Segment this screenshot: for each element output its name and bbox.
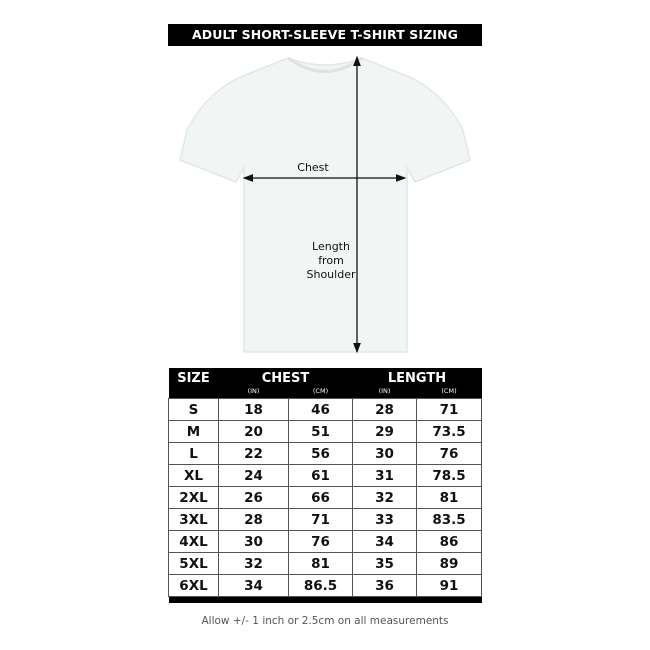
unit-blank	[168, 387, 219, 399]
size-cell: 3XL	[168, 508, 219, 531]
length-in-cell: 28	[352, 398, 417, 421]
table-row: M 20 51 29 73.5	[168, 420, 483, 443]
chest-in-cell: 24	[218, 464, 289, 487]
length-cm-cell: 89	[415, 552, 483, 575]
unit-length-in: (IN)	[352, 387, 417, 399]
length-label-line: Shoulder	[306, 268, 356, 281]
length-cm-cell: 71	[415, 398, 483, 421]
unit-chest-in: (IN)	[218, 387, 289, 399]
chest-cm-cell: 66	[288, 486, 353, 509]
chest-cm-cell: 71	[288, 508, 353, 531]
table-row: 4XL 30 76 34 86	[168, 530, 483, 553]
size-cell: XL	[168, 464, 219, 487]
table-row: 5XL 32 81 35 89	[168, 552, 483, 575]
length-in-cell: 34	[352, 530, 417, 553]
chest-cm-cell: 76	[288, 530, 353, 553]
chest-label: Chest	[297, 161, 329, 174]
length-cm-cell: 91	[415, 574, 483, 597]
chest-cm-cell: 81	[288, 552, 353, 575]
chest-in-cell: 18	[218, 398, 289, 421]
unit-row: (IN) (CM) (IN) (CM)	[168, 387, 482, 399]
length-in-cell: 30	[352, 442, 417, 465]
size-cell: 6XL	[168, 574, 219, 597]
unit-length-cm: (CM)	[416, 387, 482, 399]
tshirt-shape	[179, 57, 471, 353]
tshirt-diagram	[179, 55, 471, 354]
chest-in-cell: 22	[218, 442, 289, 465]
length-in-cell: 31	[352, 464, 417, 487]
chest-in-cell: 34	[218, 574, 289, 597]
footnote: Allow +/- 1 inch or 2.5cm on all measure…	[201, 615, 449, 627]
length-label-line: from	[318, 254, 344, 267]
length-in-cell: 32	[352, 486, 417, 509]
size-cell: M	[168, 420, 219, 443]
chest-in-cell: 32	[218, 552, 289, 575]
footer-bar	[168, 596, 482, 603]
header-row: SIZE CHEST LENGTH	[168, 368, 482, 387]
length-cm-cell: 78.5	[415, 464, 483, 487]
chest-cm-cell: 51	[288, 420, 353, 443]
size-cell: 4XL	[168, 530, 219, 553]
size-cell: 5XL	[168, 552, 219, 575]
table-row: 6XL 34 86.5 36 91	[168, 574, 483, 597]
length-in-cell: 36	[352, 574, 417, 597]
chest-header: CHEST	[218, 368, 353, 387]
length-header: LENGTH	[352, 368, 482, 387]
unit-chest-cm: (CM)	[288, 387, 353, 399]
size-cell: S	[168, 398, 219, 421]
table-row: S 18 46 28 71	[168, 398, 483, 421]
length-cm-cell: 86	[415, 530, 483, 553]
chest-in-cell: 26	[218, 486, 289, 509]
length-cm-cell: 81	[415, 486, 483, 509]
size-header: SIZE	[168, 368, 219, 387]
chest-cm-cell: 86.5	[288, 574, 353, 597]
length-label-line: Length	[312, 240, 350, 253]
length-cm-cell: 76	[415, 442, 483, 465]
table-row: 3XL 28 71 33 83.5	[168, 508, 483, 531]
length-cm-cell: 83.5	[415, 508, 483, 531]
chest-cm-cell: 61	[288, 464, 353, 487]
table-row: 2XL 26 66 32 81	[168, 486, 483, 509]
chest-in-cell: 20	[218, 420, 289, 443]
table-footer-bar	[168, 596, 482, 603]
length-cm-cell: 73.5	[415, 420, 483, 443]
size-cell: 2XL	[168, 486, 219, 509]
table-row: L 22 56 30 76	[168, 442, 483, 465]
chest-cm-cell: 56	[288, 442, 353, 465]
chest-cm-cell: 46	[288, 398, 353, 421]
table-row: XL 24 61 31 78.5	[168, 464, 483, 487]
chest-in-cell: 30	[218, 530, 289, 553]
length-in-cell: 35	[352, 552, 417, 575]
page-title: ADULT SHORT-SLEEVE T-SHIRT SIZING	[168, 24, 482, 46]
length-label: Length from Shoulder	[296, 240, 366, 282]
chest-in-cell: 28	[218, 508, 289, 531]
length-in-cell: 33	[352, 508, 417, 531]
length-in-cell: 29	[352, 420, 417, 443]
size-cell: L	[168, 442, 219, 465]
